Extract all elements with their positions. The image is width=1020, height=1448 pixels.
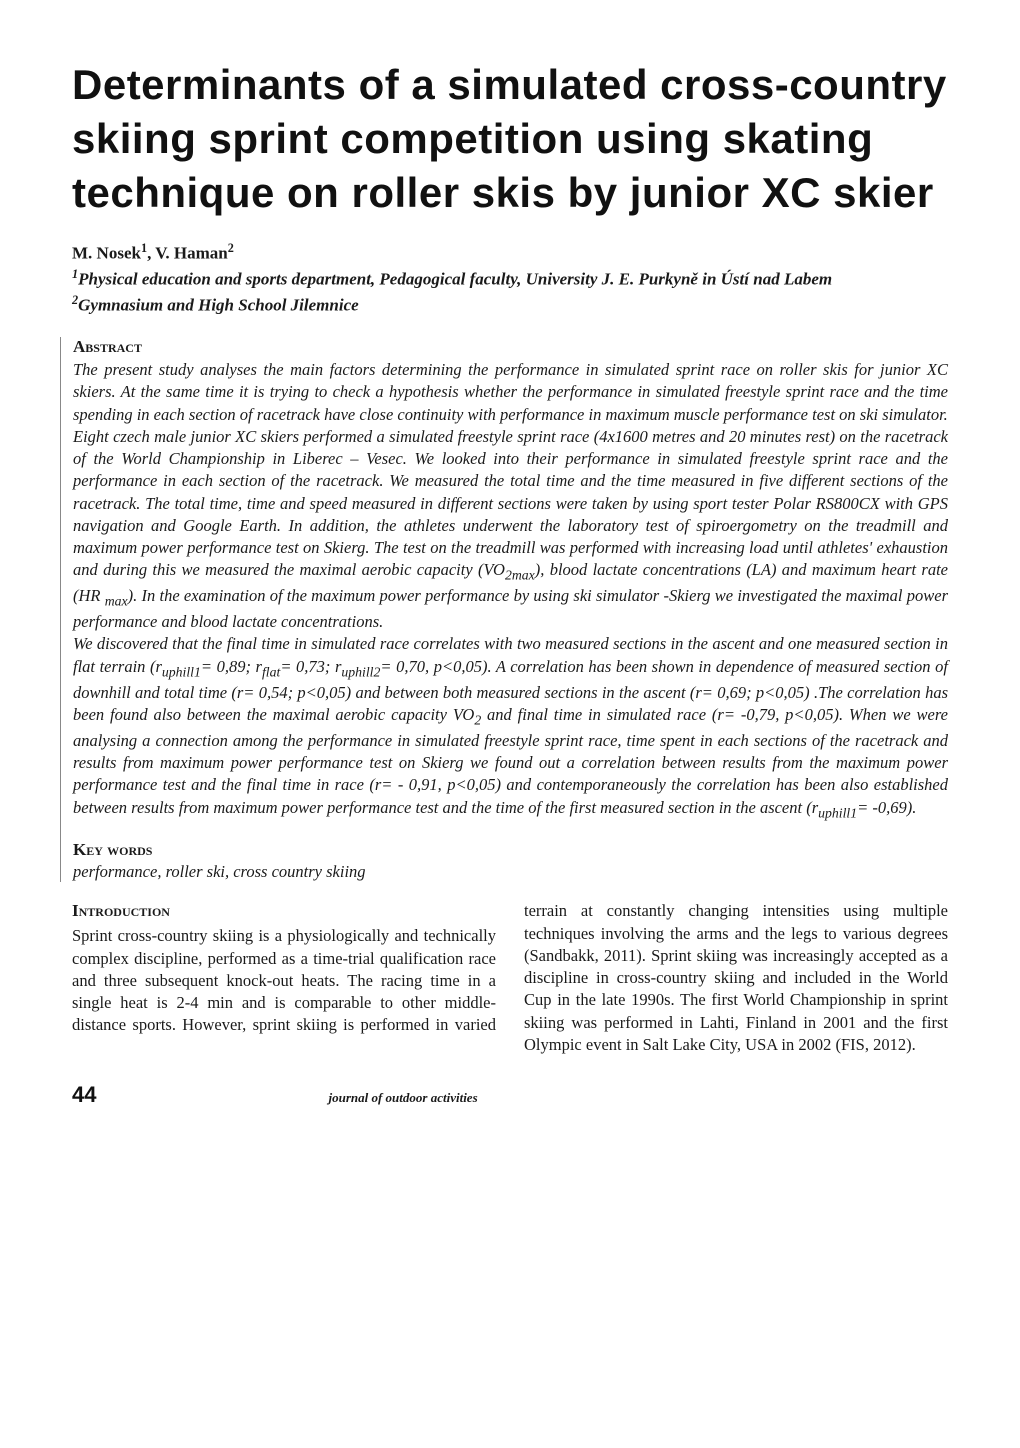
introduction-heading: Introduction — [72, 900, 496, 923]
body-columns: Introduction Sprint cross-country skiing… — [72, 900, 948, 1056]
abstract-block: Abstract The present study analyses the … — [60, 337, 948, 882]
article-title: Determinants of a simulated cross-countr… — [72, 58, 948, 219]
abstract-para-2: Eight czech male junior XC skiers perfor… — [73, 426, 948, 634]
abstract-para-1: The present study analyses the main fact… — [73, 359, 948, 426]
page-footer: 44 journal of outdoor activities — [72, 1082, 948, 1108]
journal-name: journal of outdoor activities — [328, 1090, 477, 1106]
page-number: 44 — [72, 1082, 96, 1108]
keywords-text: performance, roller ski, cross country s… — [73, 862, 948, 882]
affiliation-1: 1Physical education and sports departmen… — [72, 266, 948, 292]
introduction-paragraph: Sprint cross-country skiing is a physiol… — [72, 900, 948, 1056]
abstract-heading: Abstract — [73, 337, 948, 357]
abstract-para-3: We discovered that the final time in sim… — [73, 633, 948, 822]
keywords-heading: Key words — [73, 840, 948, 860]
authors-line: M. Nosek1, V. Haman2 — [72, 241, 948, 264]
affiliation-2: 2Gymnasium and High School Jilemnice — [72, 292, 948, 318]
